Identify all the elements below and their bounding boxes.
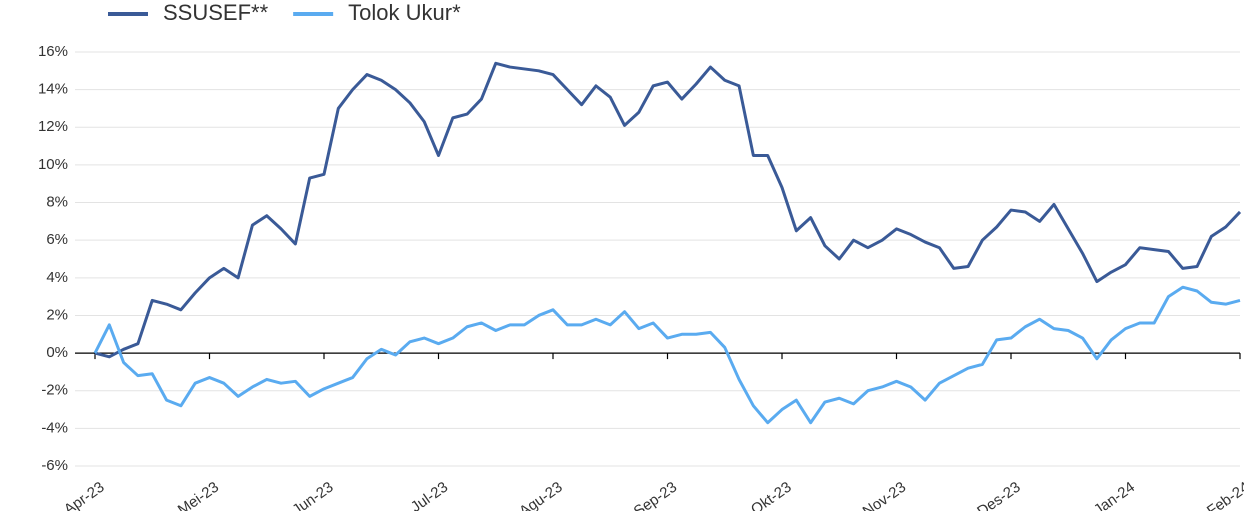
y-tick-label: 4% bbox=[46, 269, 68, 286]
legend-label: SSUSEF** bbox=[163, 0, 269, 25]
x-tick-label: Agu-23 bbox=[516, 479, 565, 511]
y-tick-label: 12% bbox=[38, 118, 68, 135]
x-tick-label: Mei-23 bbox=[175, 479, 222, 511]
y-tick-label: 14% bbox=[38, 81, 68, 98]
x-tick-label: Jun-23 bbox=[289, 479, 336, 511]
y-tick-label: -6% bbox=[41, 457, 68, 474]
y-tick-label: 6% bbox=[46, 231, 68, 248]
y-tick-label: 0% bbox=[46, 344, 68, 361]
x-tick-label: Des-23 bbox=[974, 479, 1023, 511]
x-tick-label: Okt-23 bbox=[748, 479, 795, 511]
y-tick-label: 8% bbox=[46, 194, 68, 211]
x-tick-label: Feb-24 bbox=[1204, 479, 1244, 511]
x-tick-label: Jul-23 bbox=[408, 479, 451, 511]
x-tick-label: Nov-23 bbox=[860, 479, 909, 511]
x-tick-label: Apr-23 bbox=[61, 479, 108, 511]
y-tick-label: -2% bbox=[41, 382, 68, 399]
y-tick-label: 2% bbox=[46, 306, 68, 323]
x-tick-label: Jan-24 bbox=[1091, 479, 1138, 511]
series-line bbox=[94, 61, 1242, 359]
y-tick-label: -4% bbox=[41, 419, 68, 436]
legend: SSUSEF** Tolok Ukur* bbox=[108, 0, 461, 25]
y-tick-label: 16% bbox=[38, 43, 68, 60]
series-line bbox=[93, 285, 1241, 425]
y-tick-label: 10% bbox=[38, 156, 68, 173]
x-tick-label: Sep-23 bbox=[631, 479, 680, 511]
legend-label: Tolok Ukur* bbox=[348, 0, 461, 25]
